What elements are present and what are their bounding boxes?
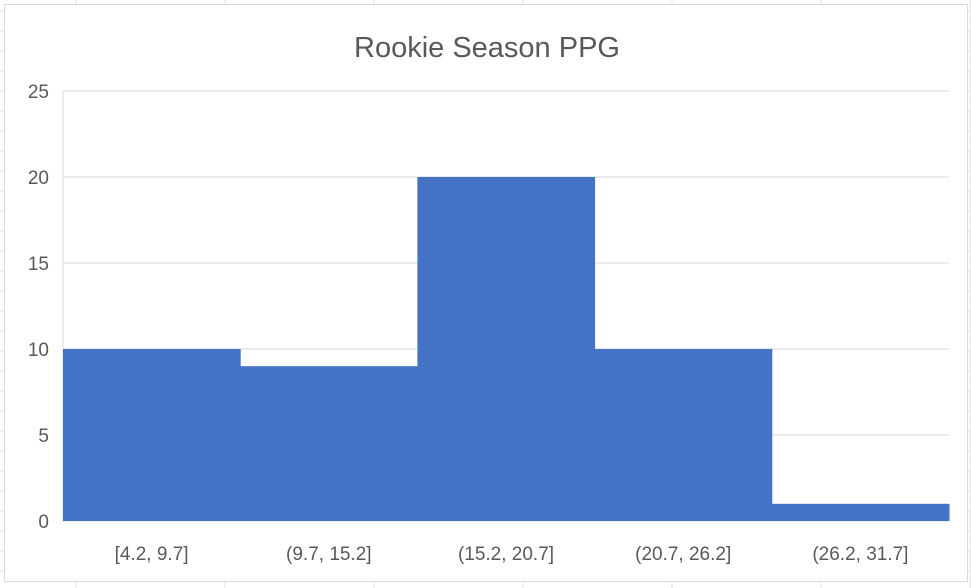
- y-tick-label: 25: [28, 82, 49, 103]
- x-tick-label: [4.2, 9.7]: [115, 544, 189, 565]
- x-tick-label: (26.2, 31.7]: [812, 544, 908, 565]
- histogram-chart: Rookie Season PPG 0 5 10 15 20 25 [4.2, 9.7] (…: [28, 32, 950, 565]
- x-tick-label: (15.2, 20.7]: [458, 544, 554, 565]
- y-tick-label: 5: [38, 426, 49, 447]
- x-tick-label: (20.7, 26.2]: [635, 544, 731, 565]
- x-axis-ticks: [4.2, 9.7] (9.7, 15.2] (15.2, 20.7] (20.7, …: [115, 544, 909, 565]
- bars: [63, 177, 950, 521]
- histogram-bar[interactable]: [240, 366, 418, 521]
- y-tick-label: 10: [28, 340, 49, 361]
- histogram-bar[interactable]: [594, 349, 773, 521]
- histogram-bar[interactable]: [417, 177, 596, 521]
- chart-area[interactable]: Rookie Season PPG 0 5 10 15 20 25 [4.2, 9.7] (…: [4, 4, 968, 582]
- x-tick-label: (9.7, 15.2]: [286, 544, 372, 565]
- y-axis-ticks: 0 5 10 15 20 25: [28, 82, 49, 533]
- y-tick-label: 15: [28, 254, 49, 275]
- histogram-bar[interactable]: [771, 503, 950, 521]
- chart-title: Rookie Season PPG: [354, 32, 620, 64]
- histogram-bar[interactable]: [63, 349, 241, 521]
- y-tick-label: 0: [38, 512, 49, 533]
- y-tick-label: 20: [28, 168, 49, 189]
